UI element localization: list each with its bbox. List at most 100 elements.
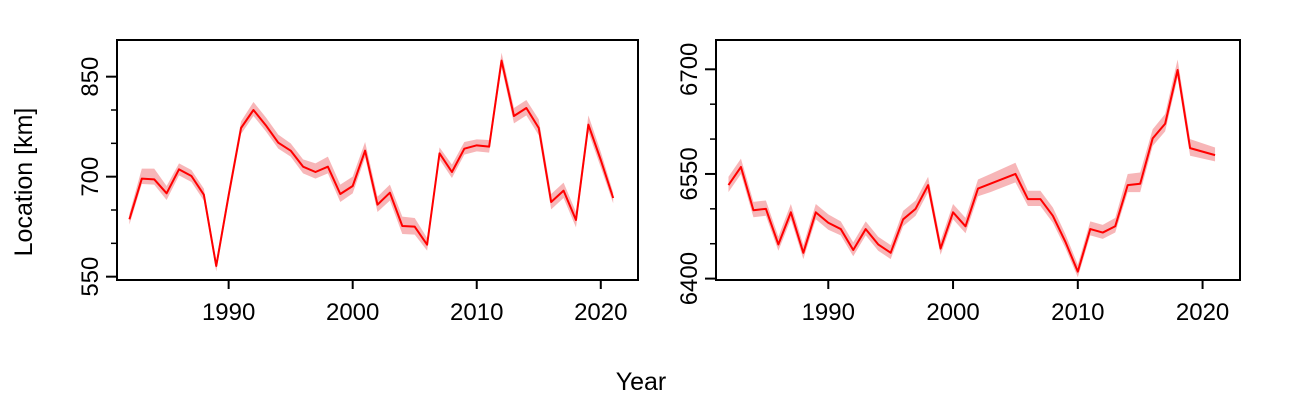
x-tick-label: 1990 [202, 299, 255, 326]
data-point [352, 185, 354, 187]
y-tick-label: 6400 [676, 252, 703, 305]
data-point [302, 166, 304, 168]
data-point [439, 152, 441, 154]
data-point [203, 194, 205, 196]
data-point [426, 244, 428, 246]
data-point [476, 144, 478, 146]
data-point [228, 194, 230, 196]
data-point [327, 166, 329, 168]
data-point [1127, 184, 1129, 186]
data-point [1039, 198, 1041, 200]
data-point [877, 243, 879, 245]
data-point [612, 197, 614, 199]
plot-frame [116, 39, 639, 281]
data-point [777, 243, 779, 245]
data-point [587, 124, 589, 126]
data-point [600, 159, 602, 161]
data-point [364, 150, 366, 152]
plot-area [727, 59, 1216, 278]
data-point [902, 218, 904, 220]
data-point [977, 188, 979, 190]
data-point [827, 222, 829, 224]
data-point [190, 175, 192, 177]
data-point [153, 178, 155, 180]
data-point [451, 171, 453, 173]
series-line [128, 59, 615, 267]
data-point [1052, 215, 1054, 217]
x-tick-label: 2010 [450, 299, 503, 326]
data-point [1089, 228, 1091, 230]
data-point [940, 248, 942, 250]
data-point [1189, 147, 1191, 149]
data-point [513, 115, 515, 117]
data-point [141, 178, 143, 180]
data-point [538, 127, 540, 129]
x-tick-label: 2000 [926, 299, 979, 326]
data-point [802, 252, 804, 254]
y-tick-label: 6550 [676, 147, 703, 200]
data-point [252, 109, 254, 111]
data-point [290, 150, 292, 152]
data-point [952, 211, 954, 213]
data-point [1064, 241, 1066, 243]
data-point [865, 228, 867, 230]
data-point [401, 225, 403, 227]
data-point [915, 208, 917, 210]
data-point [314, 171, 316, 173]
data-point [1164, 123, 1166, 125]
data-point [240, 127, 242, 129]
data-point [488, 146, 490, 148]
right-panel: 1990 2000 2010 2020 6400 6550 6700 [676, 39, 1241, 326]
data-point [965, 225, 967, 227]
data-point [840, 228, 842, 230]
plot-frame [715, 39, 1241, 281]
data-point [740, 166, 742, 168]
data-point [550, 201, 552, 203]
data-point [265, 124, 267, 126]
data-point [1177, 69, 1179, 71]
y-axis-title: Location [km] [10, 108, 38, 257]
data-point [389, 192, 391, 194]
data-point [178, 168, 180, 170]
data-point [815, 211, 817, 213]
data-point [1214, 154, 1216, 156]
data-point [501, 60, 503, 62]
data-point [463, 148, 465, 150]
data-point [1102, 232, 1104, 234]
data-point [752, 209, 754, 211]
x-tick-label: 2010 [1051, 299, 1104, 326]
data-point [128, 218, 130, 220]
x-tick-label: 2000 [326, 299, 379, 326]
confidence-band [129, 52, 614, 272]
data-point [790, 211, 792, 213]
y-tick-label: 6700 [676, 43, 703, 96]
data-point [1139, 183, 1141, 185]
y-tick-label: 700 [77, 157, 104, 197]
x-axis-title: Year [616, 368, 667, 396]
data-point [414, 226, 416, 228]
data-point [989, 183, 991, 185]
data-point [525, 107, 527, 109]
y-tick-label: 850 [77, 57, 104, 97]
y-tick-label: 550 [77, 257, 104, 297]
data-point [575, 219, 577, 221]
data-point [727, 184, 729, 186]
data-point [1014, 173, 1016, 175]
x-tick-label: 2020 [574, 299, 627, 326]
data-point [1077, 271, 1079, 273]
data-point [1027, 198, 1029, 200]
plot-area [128, 52, 615, 272]
data-point [852, 249, 854, 251]
x-tick-label: 2020 [1176, 299, 1229, 326]
x-tick-label: 1990 [802, 299, 855, 326]
data-point [563, 190, 565, 192]
data-point [166, 192, 168, 194]
series-line [727, 69, 1216, 273]
data-point [927, 184, 929, 186]
data-point [1152, 137, 1154, 139]
confidence-band [728, 59, 1216, 278]
data-point [765, 208, 767, 210]
data-point [1114, 225, 1116, 227]
